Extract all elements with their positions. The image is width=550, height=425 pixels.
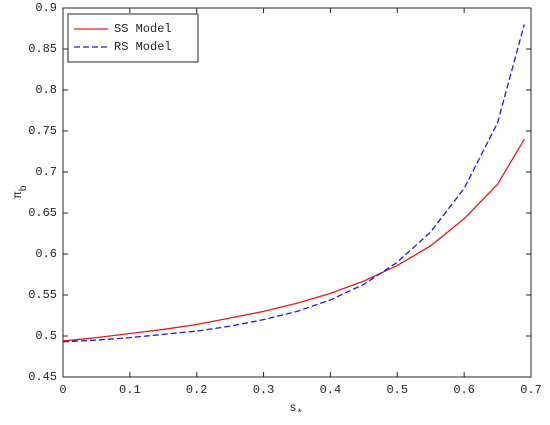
y-tick-label: 0.55 xyxy=(28,288,57,302)
y-axis-label: πb xyxy=(11,185,29,198)
plot-area xyxy=(62,7,532,378)
y-tick-label: 0.45 xyxy=(28,370,57,384)
y-label-sub: b xyxy=(18,185,30,191)
y-tick-label: 0.75 xyxy=(28,124,57,138)
x-axis-label: s* xyxy=(289,401,302,419)
legend-label: RS Model xyxy=(114,40,172,54)
x-label-text: s xyxy=(289,401,296,415)
series-line xyxy=(62,138,525,342)
y-tick-label: 0.85 xyxy=(28,42,57,56)
y-tick-label: 0.8 xyxy=(35,83,57,97)
y-tick-label: 0.5 xyxy=(35,329,57,343)
y-tick-label: 0.7 xyxy=(35,165,57,179)
y-label-text: π xyxy=(11,191,25,198)
series-line xyxy=(62,24,525,343)
y-tick-label: 0.9 xyxy=(35,1,57,15)
legend-label: SS Model xyxy=(114,22,172,36)
x-label-sub: * xyxy=(297,408,303,420)
x-tick-label: 0.6 xyxy=(453,383,475,397)
x-tick-label: 0.4 xyxy=(320,383,342,397)
x-tick-label: 0.5 xyxy=(386,383,408,397)
x-tick-label: 0 xyxy=(59,383,66,397)
y-tick-label: 0.6 xyxy=(35,247,57,261)
y-tick-label: 0.65 xyxy=(28,206,57,220)
x-tick-label: 0.3 xyxy=(253,383,275,397)
x-tick-label: 0.1 xyxy=(119,383,141,397)
x-tick-label: 0.2 xyxy=(186,383,208,397)
legend-box xyxy=(67,13,199,63)
x-tick-label: 0.7 xyxy=(520,383,542,397)
